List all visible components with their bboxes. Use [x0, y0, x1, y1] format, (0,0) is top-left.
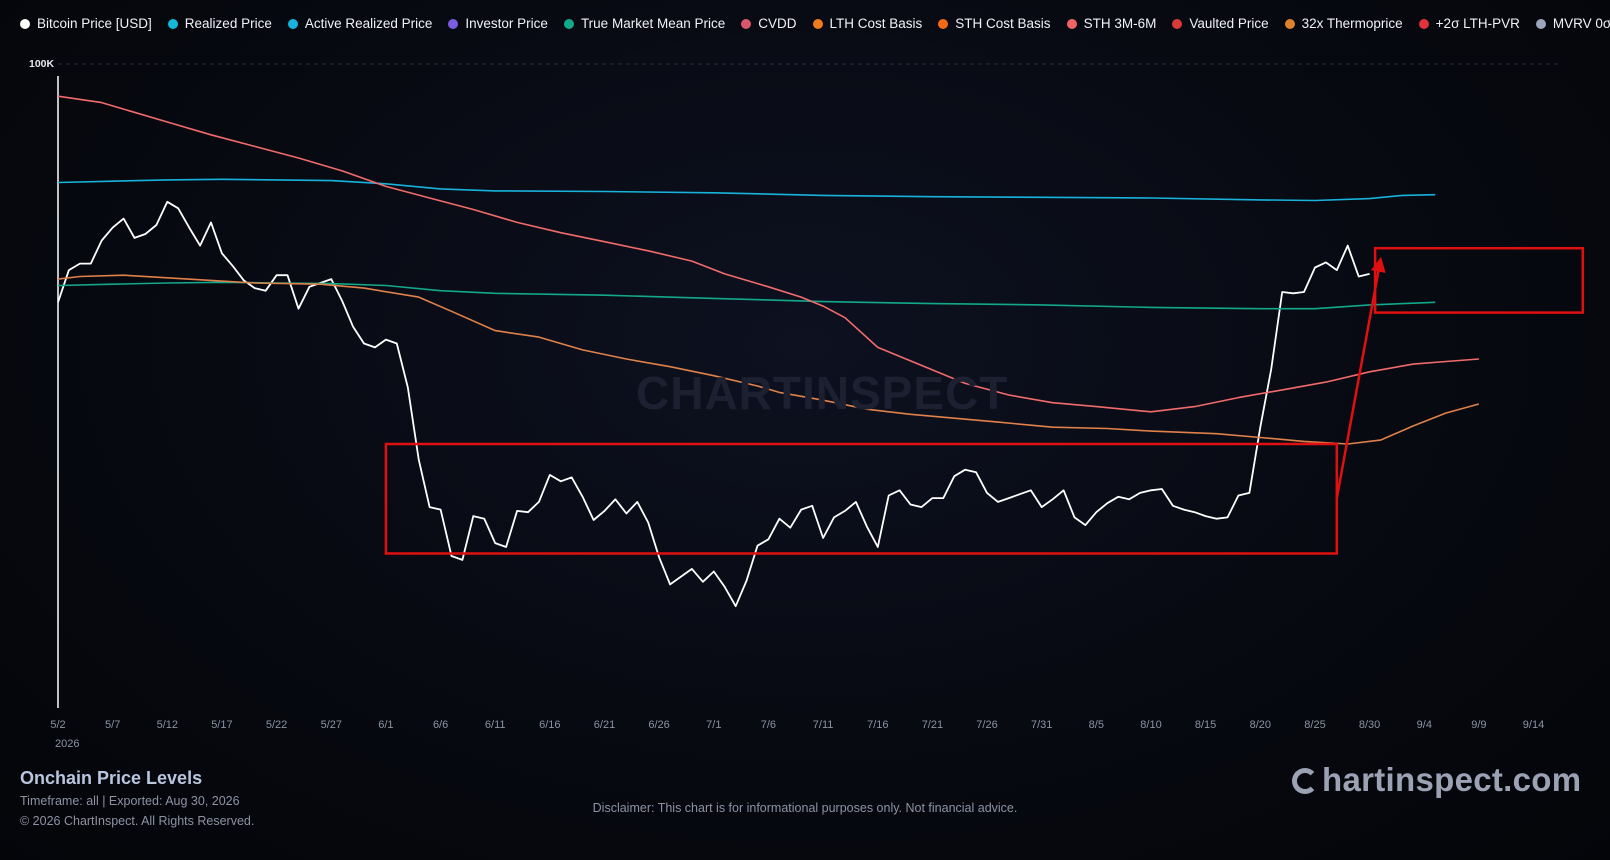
series-line — [57, 274, 1480, 445]
price-chart: 100K 2026 5/2 5/7 5/12 5/17 5/22 5/27 6/1 6/6 6/… — [29, 58, 1585, 750]
legend-dot-icon — [741, 19, 752, 29]
x-tick-label: 8/15 — [1195, 719, 1216, 731]
chart-title: Onchain Price Levels — [20, 768, 203, 788]
x-tick-label: 6/6 — [433, 719, 448, 731]
legend-item[interactable]: MVRV 0σ — [1535, 16, 1610, 31]
x-tick-label: 7/26 — [976, 719, 997, 731]
x-tick-label: 9/9 — [1471, 719, 1486, 731]
legend-label: STH Cost Basis — [955, 16, 1051, 31]
legend-dot-icon — [1418, 19, 1429, 29]
legend-item[interactable]: Active Realized Price — [287, 16, 433, 31]
legend-label: Investor Price — [465, 16, 548, 31]
series-line — [57, 200, 1370, 608]
legend-item[interactable]: 32x Thermoprice — [1284, 16, 1403, 31]
highlight-box — [384, 442, 1339, 555]
x-tick-label: 5/17 — [211, 719, 232, 731]
x-year-label: 2026 — [55, 738, 79, 750]
disclaimer-text: Disclaimer: This chart is for informatio… — [592, 801, 1018, 815]
brand-c-icon — [1292, 768, 1318, 794]
legend-label: CVDD — [758, 16, 797, 31]
breakout-arrow — [1335, 256, 1386, 499]
x-tick-label: 5/7 — [105, 719, 120, 731]
series-line — [57, 95, 1479, 413]
x-tick-label: 8/20 — [1250, 719, 1271, 731]
x-tick-label: 7/1 — [706, 719, 721, 731]
x-tick-label: 8/10 — [1140, 719, 1161, 731]
x-tick-label: 8/5 — [1089, 719, 1104, 731]
legend-label: LTH Cost Basis — [829, 16, 923, 31]
x-tick-label: 8/25 — [1304, 719, 1325, 731]
x-axis-ticks: 5/2 5/7 5/12 5/17 5/22 5/27 6/1 6/6 6/11 6/16 6/21… — [50, 719, 1544, 731]
legend-item[interactable]: +2σ LTH-PVR — [1418, 16, 1520, 31]
x-tick-label: 7/16 — [867, 719, 888, 731]
x-tick-label: 5/27 — [321, 719, 342, 731]
legend-label: MVRV 0σ — [1552, 16, 1610, 31]
brand-logo[interactable]: hartinspect.com — [1292, 761, 1581, 799]
y-tick-label: 100K — [29, 58, 55, 70]
legend-dot-icon — [938, 19, 949, 29]
legend-dot-icon — [20, 19, 30, 29]
legend-item[interactable]: Vaulted Price — [1172, 16, 1269, 31]
legend-label: True Market Mean Price — [580, 16, 726, 31]
legend-item[interactable]: STH 3M-6M — [1066, 16, 1157, 31]
legend-item[interactable]: LTH Cost Basis — [812, 16, 923, 31]
legend-item[interactable]: Bitcoin Price [USD] — [20, 16, 152, 31]
legend-label: Realized Price — [184, 16, 272, 31]
legend-item[interactable]: True Market Mean Price — [563, 16, 726, 31]
x-tick-label: 9/4 — [1417, 719, 1432, 731]
x-tick-label: 8/30 — [1359, 719, 1380, 731]
series-line — [57, 178, 1436, 202]
legend-item[interactable]: STH Cost Basis — [938, 16, 1051, 31]
x-tick-label: 6/1 — [378, 719, 393, 731]
series-layer — [57, 95, 1480, 608]
legend-item[interactable]: CVDD — [741, 16, 797, 31]
x-tick-label: 6/16 — [539, 719, 560, 731]
x-tick-label: 6/21 — [594, 719, 615, 731]
x-tick-label: 7/21 — [922, 719, 943, 731]
series-line — [57, 281, 1436, 310]
x-tick-label: 7/6 — [761, 719, 776, 731]
legend-label: Bitcoin Price [USD] — [37, 16, 152, 31]
legend-dot-icon — [1172, 19, 1183, 29]
legend-dot-icon — [1066, 19, 1077, 29]
chartinspect-watermark: CHARTINSPECT — [636, 367, 1009, 419]
chart-legend: Bitcoin Price [USD] Realized Price Active … — [20, 16, 1610, 38]
legend-item[interactable]: Investor Price — [448, 16, 548, 31]
legend-dot-icon — [167, 19, 178, 29]
legend-dot-icon — [287, 19, 298, 29]
legend-label: Active Realized Price — [304, 16, 433, 31]
legend-item[interactable]: Realized Price — [167, 16, 272, 31]
legend-dot-icon — [812, 19, 823, 29]
legend-label: +2σ LTH-PVR — [1435, 16, 1520, 31]
x-tick-label: 7/11 — [813, 719, 834, 731]
legend-dot-icon — [563, 19, 574, 29]
highlight-box — [1373, 246, 1585, 314]
legend-dot-icon — [1284, 19, 1295, 29]
brand-text: hartinspect.com — [1322, 761, 1582, 798]
x-tick-label: 9/14 — [1523, 719, 1544, 731]
x-tick-label: 6/11 — [485, 719, 506, 731]
x-tick-label: 5/12 — [157, 719, 178, 731]
legend-label: Vaulted Price — [1189, 16, 1269, 31]
x-tick-label: 5/2 — [50, 719, 65, 731]
legend-label: STH 3M-6M — [1083, 16, 1157, 31]
legend-dot-icon — [448, 19, 459, 29]
legend-label: 32x Thermoprice — [1301, 16, 1403, 31]
x-tick-label: 5/22 — [266, 719, 287, 731]
annotation-layer — [384, 246, 1585, 555]
legend-dot-icon — [1535, 19, 1546, 29]
x-tick-label: 6/26 — [648, 719, 669, 731]
copyright-text: © 2026 ChartInspect. All Rights Reserved… — [20, 814, 255, 828]
x-tick-label: 7/31 — [1031, 719, 1052, 731]
timeframe-text: Timeframe: all | Exported: Aug 30, 2026 — [20, 794, 240, 808]
